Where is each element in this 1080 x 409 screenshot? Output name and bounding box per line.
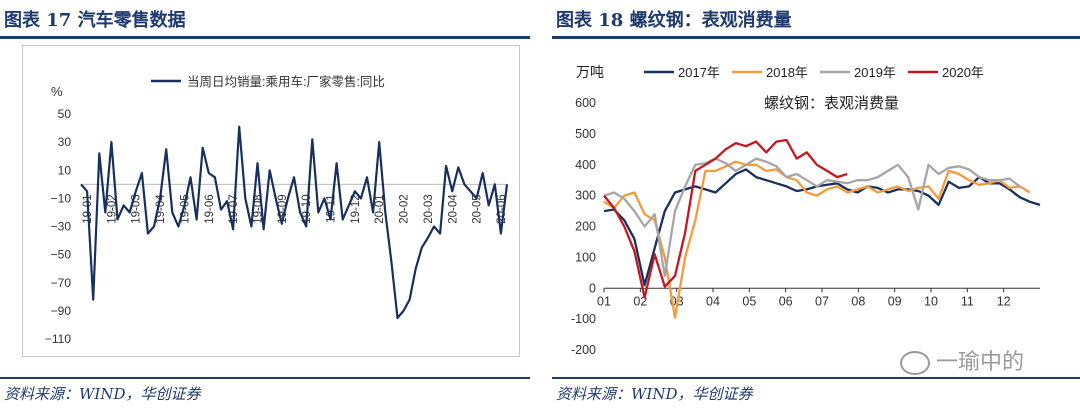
y-tick-label: −90 <box>51 304 72 318</box>
y-unit-label: % <box>51 84 63 99</box>
y-unit-label: 万吨 <box>576 64 604 80</box>
watermark-text: 一瑜中的 <box>936 350 1025 375</box>
y-tick-label: 500 <box>575 127 596 141</box>
y-tick-label: -100 <box>571 312 596 326</box>
y-tick-label: 300 <box>575 189 596 203</box>
title-rule <box>0 36 530 39</box>
y-tick-label: 0 <box>589 281 596 295</box>
right-panel: 图表 18 螺纹钢：表观消费量 万吨 螺纹钢：表观消费量 2017年 2018年 2… <box>552 0 1080 409</box>
y-tick-label: 600 <box>575 96 596 110</box>
x-tick-label: 20-01 <box>374 194 386 223</box>
x-tick-label: 20-02 <box>399 194 411 223</box>
legend-label: 2018年 <box>766 65 808 80</box>
title-rule <box>552 36 1080 39</box>
footer-rule <box>552 377 1080 379</box>
legend-label: 2017年 <box>678 65 720 80</box>
rebar-consumption-chart: 万吨 螺纹钢：表观消费量 2017年 2018年 2019年 2020年 600 500… <box>552 45 1080 365</box>
x-tick-label: 12 <box>997 294 1011 308</box>
x-tick-label: 19-12 <box>350 194 362 223</box>
x-tick-label: 06 <box>779 294 793 308</box>
y-tick-label: 50 <box>58 107 72 121</box>
series-line <box>603 160 1031 319</box>
y-tick-label: −10 <box>51 191 72 205</box>
series-line <box>603 168 1041 287</box>
legend-label: 当周日均销量:乘用车:厂家零售:同比 <box>187 74 385 89</box>
y-tick-label: −30 <box>51 220 72 234</box>
wechat-icon <box>900 351 930 375</box>
x-tick-label: 19-06 <box>204 194 216 223</box>
y-tick-label: 10 <box>58 163 72 177</box>
figure-18-title: 图表 18 螺纹钢：表观消费量 <box>556 10 792 31</box>
y-tick-label: −110 <box>45 332 71 346</box>
source-note: 资料来源：WIND，华创证券 <box>556 385 753 403</box>
x-tick-label: 01 <box>597 294 611 308</box>
x-tick-label: 20-04 <box>447 194 459 224</box>
y-tick-label: 100 <box>575 250 596 264</box>
watermark: 一瑜中的 <box>900 344 1024 376</box>
footer-rule <box>0 377 530 379</box>
chart-inner-title: 螺纹钢：表观消费量 <box>764 95 899 112</box>
y-tick-label: 400 <box>575 158 596 172</box>
x-tick-label: 19-04 <box>155 194 167 224</box>
car-retail-chart: % 当周日均销量:乘用车:厂家零售:同比 50 30 10 −10 −30 −50 −70 −… <box>22 45 520 357</box>
x-tick-label: 19-03 <box>131 194 143 223</box>
y-tick-label: −50 <box>51 248 72 262</box>
x-tick-label: 11 <box>961 294 974 308</box>
series-line <box>80 125 509 319</box>
x-tick-label: 05 <box>742 294 756 308</box>
y-tick-label: −70 <box>51 276 72 290</box>
y-tick-label: -200 <box>571 343 596 357</box>
figure-17-title: 图表 17 汽车零售数据 <box>4 10 186 31</box>
x-tick-label: 20-03 <box>423 194 435 223</box>
y-tick-label: 200 <box>575 220 596 234</box>
left-panel: 图表 17 汽车零售数据 % 当周日均销量:乘用车:厂家零售:同比 50 30 10… <box>0 0 530 409</box>
x-tick-label: 04 <box>706 294 720 308</box>
series-line <box>603 138 848 299</box>
source-note: 资料来源：WIND，华创证券 <box>4 385 201 403</box>
series-line <box>603 157 1021 278</box>
x-tick-label: 09 <box>888 294 902 308</box>
x-tick-label: 08 <box>851 294 865 308</box>
legend-label: 2019年 <box>854 65 896 80</box>
x-tick-label: 07 <box>815 294 829 308</box>
car-retail-chart-svg: % 当周日均销量:乘用车:厂家零售:同比 50 30 10 −10 −30 −50 −70 −… <box>45 74 509 346</box>
rebar-consumption-chart-svg: 万吨 螺纹钢：表观消费量 2017年 2018年 2019年 2020年 600 500… <box>571 64 1041 357</box>
legend-label: 2020年 <box>942 65 984 80</box>
legend: 2017年 2018年 2019年 2020年 <box>644 65 984 80</box>
y-tick-label: 30 <box>58 135 72 149</box>
x-tick-label: 10 <box>924 294 938 308</box>
legend: 当周日均销量:乘用车:厂家零售:同比 <box>151 74 385 89</box>
x-tick-label: 20-05 <box>472 194 484 223</box>
